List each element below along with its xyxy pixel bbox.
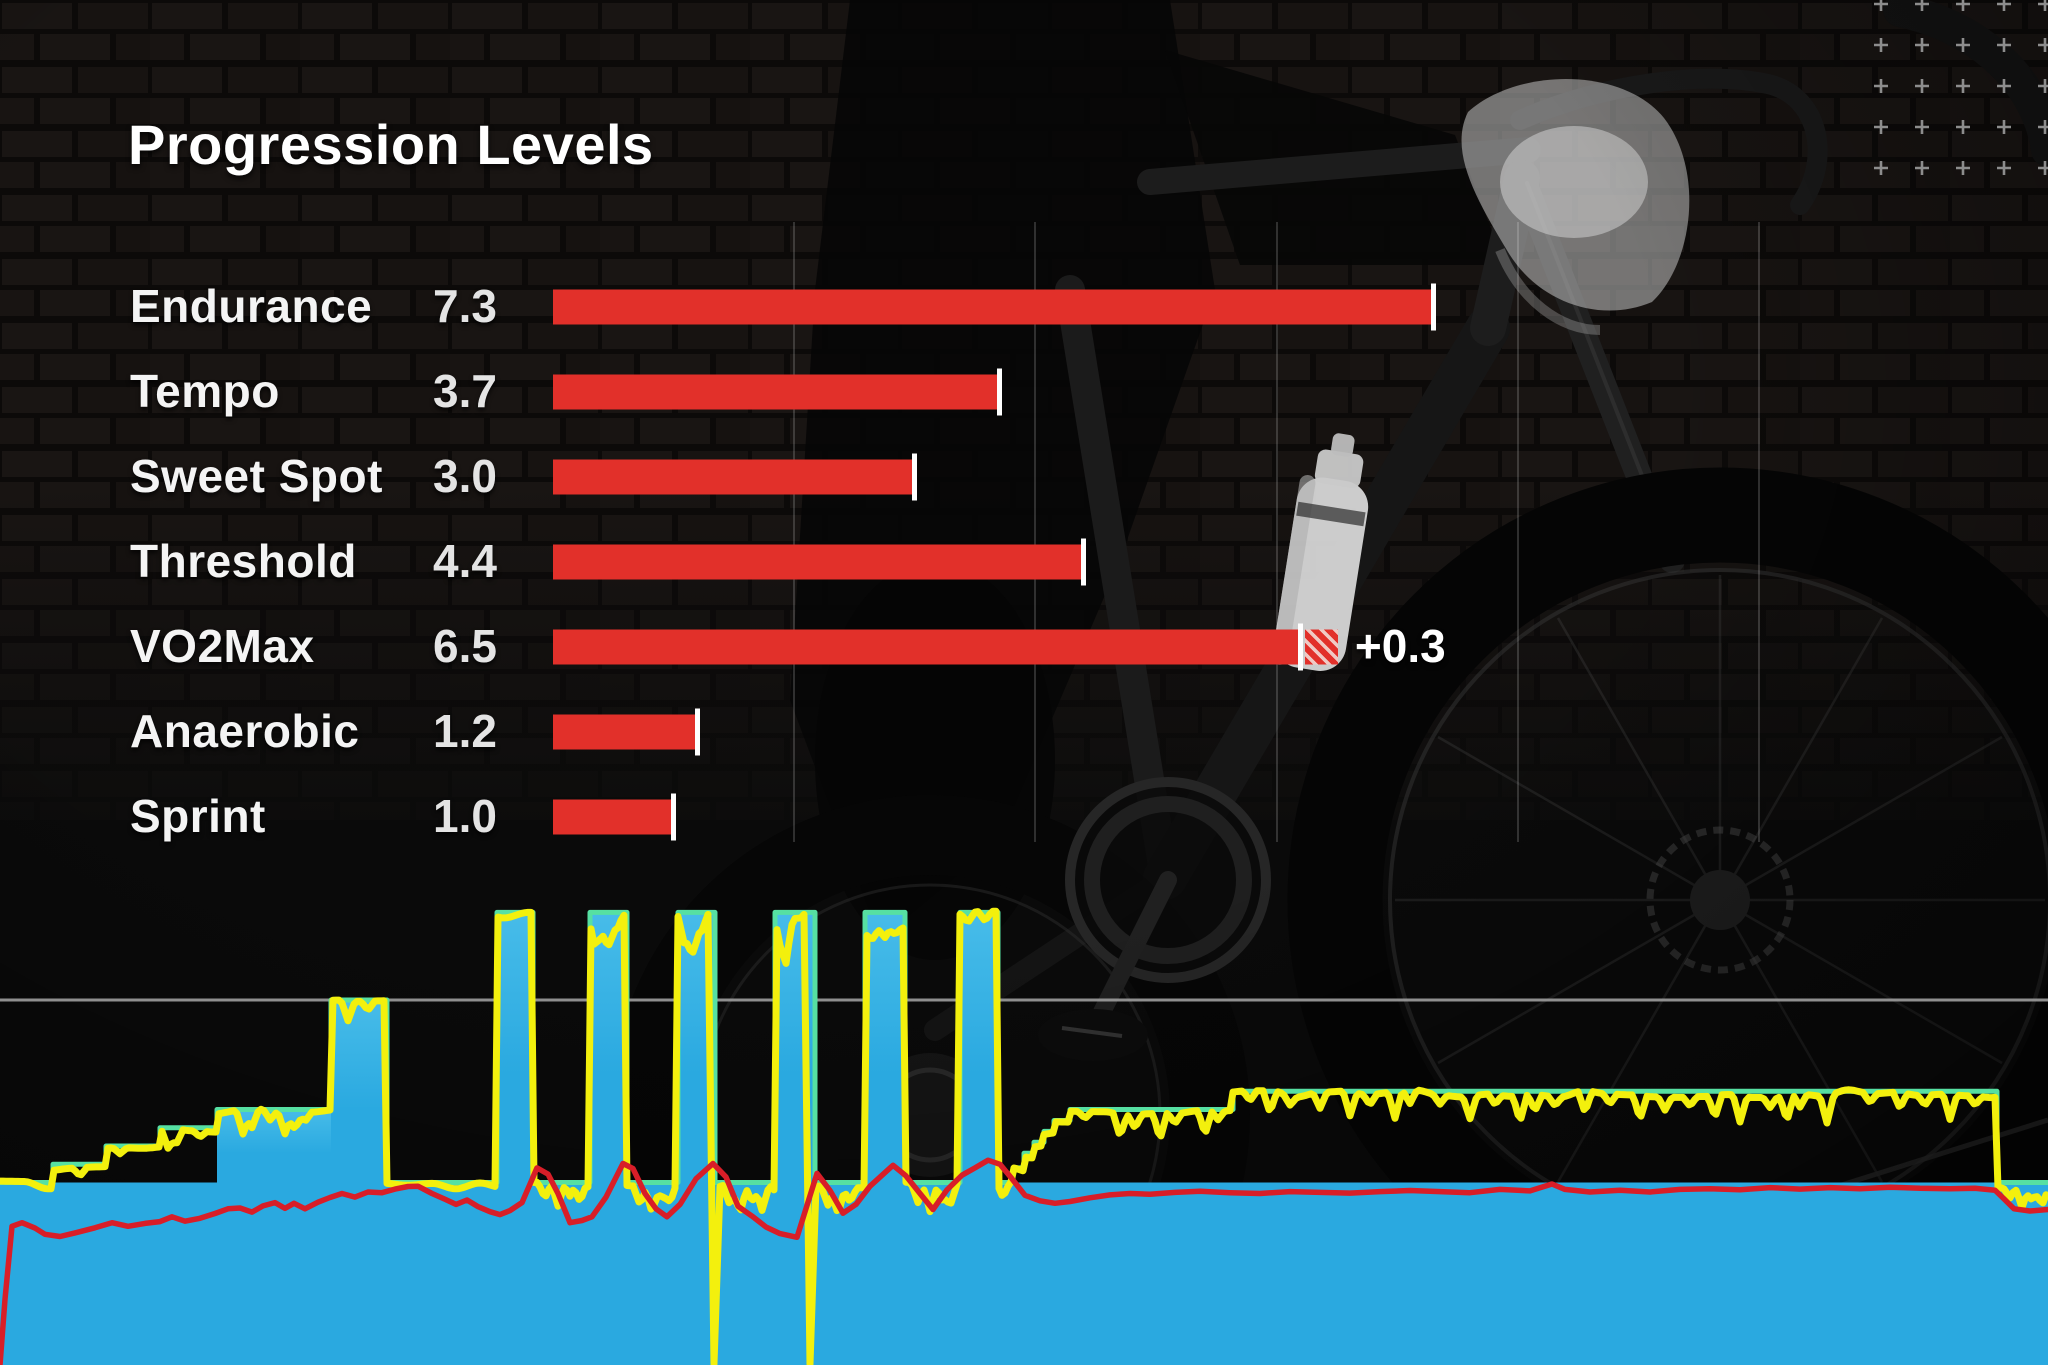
level-row-tempo: Tempo 3.7 xyxy=(0,357,2048,427)
chart-gridline xyxy=(1516,222,1519,842)
planned-power-block xyxy=(865,912,905,1183)
level-tick xyxy=(671,793,677,841)
level-bar xyxy=(553,459,915,495)
level-bar xyxy=(553,799,674,835)
plus-icon xyxy=(1915,0,1929,11)
plus-icon xyxy=(2038,161,2048,175)
plus-icon xyxy=(2038,120,2048,134)
plus-icon xyxy=(1874,38,1888,52)
planned-power-block xyxy=(590,912,627,1183)
level-label: Sweet Spot xyxy=(130,449,383,502)
plus-icon xyxy=(1956,161,1970,175)
plus-icon xyxy=(1874,0,1888,11)
level-label: Endurance xyxy=(130,279,373,332)
plus-icon xyxy=(1956,79,1970,93)
planned-power-block xyxy=(331,1000,387,1183)
level-tick xyxy=(912,453,918,501)
plus-icon xyxy=(1956,0,1970,11)
level-value: 1.2 xyxy=(433,704,497,757)
plus-icon xyxy=(1874,79,1888,93)
plus-icon xyxy=(1915,79,1929,93)
level-label: Anaerobic xyxy=(130,704,360,757)
plus-icon xyxy=(1915,120,1929,134)
level-bar xyxy=(553,714,698,750)
heart-rate-line xyxy=(0,1157,2048,1365)
level-tick xyxy=(1081,538,1087,586)
level-value: 4.4 xyxy=(433,534,497,587)
planned-power-block xyxy=(497,912,533,1183)
plus-icon xyxy=(2038,79,2048,93)
plus-pattern-decoration xyxy=(1874,0,2048,175)
level-tick xyxy=(1430,283,1436,331)
plus-icon xyxy=(1997,0,2011,11)
level-label: VO2Max xyxy=(130,619,315,672)
level-gain-label: +0.3 xyxy=(1354,619,1446,672)
plus-icon xyxy=(1997,79,2011,93)
plus-icon xyxy=(2038,0,2048,11)
level-label: Sprint xyxy=(130,789,266,842)
level-gain-hatch xyxy=(1304,629,1338,665)
plus-icon xyxy=(1915,38,1929,52)
level-row-vo2max: VO2Max 6.5 +0.3 xyxy=(0,612,2048,682)
level-row-threshold: Threshold 4.4 xyxy=(0,527,2048,597)
actual-power-line xyxy=(0,907,2048,1365)
chart-gridline xyxy=(793,222,796,842)
level-row-sweet-spot: Sweet Spot 3.0 xyxy=(0,442,2048,512)
level-row-endurance: Endurance 7.3 xyxy=(0,272,2048,342)
level-value: 3.7 xyxy=(433,364,497,417)
page-title: Progression Levels xyxy=(128,113,654,176)
plus-icon xyxy=(1915,161,1929,175)
plus-icon xyxy=(1997,120,2011,134)
plus-icon xyxy=(1997,161,2011,175)
level-bar xyxy=(553,629,1301,665)
level-value: 7.3 xyxy=(433,279,497,332)
planned-power-block xyxy=(960,912,998,1183)
level-value: 6.5 xyxy=(433,619,497,672)
level-bar xyxy=(553,289,1434,325)
plus-icon xyxy=(2038,38,2048,52)
planned-power-floor xyxy=(0,1182,2048,1365)
level-value: 1.0 xyxy=(433,789,497,842)
plus-icon xyxy=(1956,120,1970,134)
plus-icon xyxy=(1956,38,1970,52)
level-row-sprint: Sprint 1.0 xyxy=(0,782,2048,852)
level-row-anaerobic: Anaerobic 1.2 xyxy=(0,697,2048,767)
level-label: Threshold xyxy=(130,534,357,587)
plus-icon xyxy=(1997,38,2011,52)
chart-gridline xyxy=(1275,222,1278,842)
level-bar xyxy=(553,544,1084,580)
chart-gridline xyxy=(1034,222,1037,842)
level-tick xyxy=(996,368,1002,416)
plus-icon xyxy=(1874,161,1888,175)
level-tick xyxy=(1298,623,1304,671)
chart-gridline xyxy=(1758,222,1760,842)
level-bar xyxy=(553,374,1000,410)
level-label: Tempo xyxy=(130,364,280,417)
plus-icon xyxy=(1874,120,1888,134)
level-tick xyxy=(695,708,701,756)
level-value: 3.0 xyxy=(433,449,497,502)
